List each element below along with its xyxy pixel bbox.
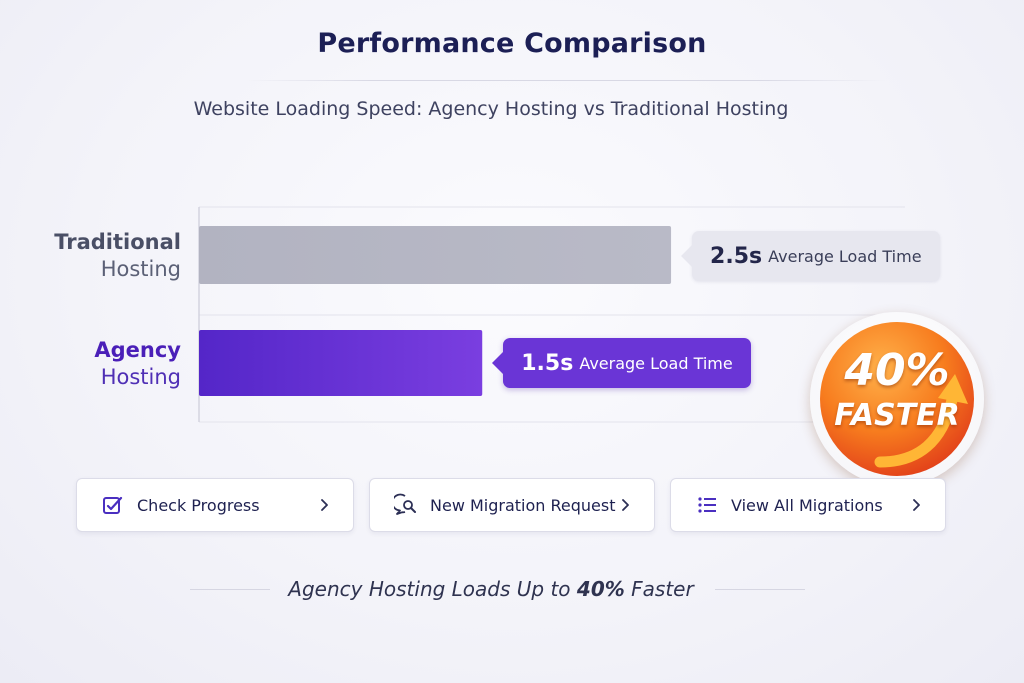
new-migration-request-button[interactable]: New Migration Request <box>369 478 655 532</box>
category-label-line-2: Hosting <box>100 365 181 389</box>
chevron-right-icon <box>321 499 328 511</box>
chevron-right-icon <box>913 499 920 511</box>
bar-traditional-hosting <box>199 226 672 284</box>
category-label-traditional: Traditional Hosting <box>54 229 181 283</box>
list-icon <box>695 493 719 517</box>
footer-tagline: Agency Hosting Loads Up to 40% Faster <box>0 577 982 601</box>
footer-prefix: Agency Hosting Loads Up to <box>288 577 577 601</box>
data-label-traditional: 2.5s Average Load Time <box>681 231 940 281</box>
category-label-agency: Agency Hosting <box>94 337 181 391</box>
title-divider <box>245 80 885 81</box>
data-label-value: 1.5s <box>521 350 574 376</box>
chart-title: Performance Comparison <box>317 28 707 59</box>
category-label-line-1: Traditional <box>54 230 181 254</box>
button-label: View All Migrations <box>731 495 883 515</box>
bar-agency-hosting <box>199 330 483 396</box>
footer-highlight: 40% <box>576 577 625 601</box>
chevron-right-icon <box>622 499 629 511</box>
faster-badge: 40% FASTER <box>810 312 984 486</box>
data-label-agency: 1.5s Average Load Time <box>492 338 751 388</box>
badge-word: FASTER <box>834 398 960 433</box>
footer-divider-right <box>715 589 805 590</box>
footer-divider-left <box>190 589 270 590</box>
data-label-annotation: Average Load Time <box>768 246 922 266</box>
button-label: Check Progress <box>137 495 260 515</box>
data-label-annotation: Average Load Time <box>579 353 733 373</box>
view-all-migrations-button[interactable]: View All Migrations <box>670 478 946 532</box>
data-label-value: 2.5s <box>710 243 763 269</box>
footer-suffix: Faster <box>624 577 694 601</box>
category-label-line-1: Agency <box>94 338 181 362</box>
check-progress-button[interactable]: Check Progress <box>76 478 354 532</box>
chart-subtitle: Website Loading Speed: Agency Hosting vs… <box>193 98 789 120</box>
button-label: New Migration Request <box>430 495 616 515</box>
category-label-line-2: Hosting <box>100 257 181 281</box>
chat-search-icon <box>394 493 418 517</box>
edit-check-icon <box>101 493 125 517</box>
badge-percent: 40% <box>844 345 950 396</box>
curved-up-arrow-icon <box>874 374 968 468</box>
